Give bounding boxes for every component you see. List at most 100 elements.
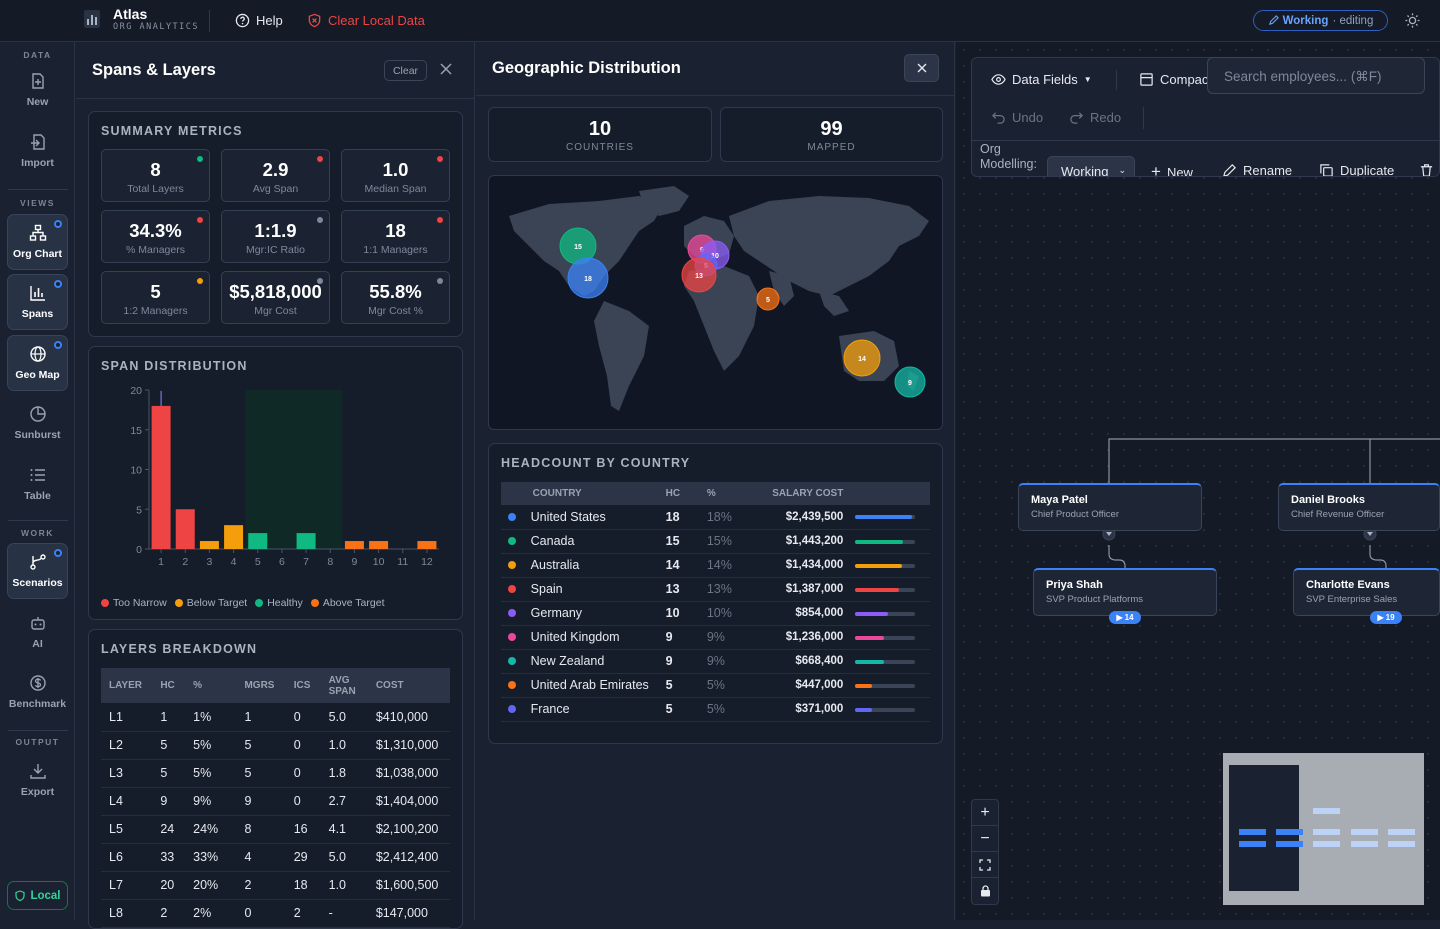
org-node[interactable]: Charlotte Evans SVP Enterprise Sales — [1293, 568, 1440, 616]
close-icon[interactable] — [439, 62, 453, 76]
table-row[interactable]: United States 18 18% $2,439,500 — [501, 505, 930, 530]
rename-button[interactable]: Rename — [1222, 163, 1292, 176]
column-header[interactable]: ICS — [285, 668, 321, 703]
app-subtitle: ORG ANALYTICS — [113, 22, 200, 32]
cost-bar — [855, 587, 916, 592]
table-row[interactable]: New Zealand 9 9% $668,400 — [501, 649, 930, 674]
column-header[interactable]: MGRS — [236, 668, 286, 703]
expand-reports-badge[interactable]: ▶ 14 — [1109, 611, 1141, 624]
lock-button[interactable] — [972, 878, 998, 904]
download-icon — [29, 764, 46, 779]
nav-sunburst[interactable]: Sunburst — [7, 395, 68, 451]
table-row[interactable]: Germany 10 10% $854,000 — [501, 601, 930, 626]
clear-local-data-button[interactable]: Clear Local Data — [307, 13, 425, 28]
active-dot — [54, 341, 62, 349]
table-cell: 4.1 — [320, 815, 368, 844]
table-row[interactable]: United Arab Emirates 5 5% $447,000 — [501, 673, 930, 698]
table-row[interactable]: Australia 14 14% $1,434,000 — [501, 553, 930, 578]
geographic-panel: Geographic Distribution 10 COUNTRIES 99 … — [476, 42, 955, 920]
table-cell: 1.8 — [320, 759, 368, 788]
col-cost: SALARY COST — [745, 482, 844, 505]
column-header[interactable]: COST — [367, 668, 450, 703]
duplicate-button[interactable]: Duplicate — [1319, 163, 1394, 176]
map-bubble[interactable] — [567, 257, 609, 299]
cost-bar-fill — [855, 563, 903, 568]
new-scenario-button[interactable]: + New — [1151, 162, 1193, 176]
nav-new[interactable]: New — [7, 62, 68, 118]
headcount: 18 — [665, 505, 707, 530]
map-bubble[interactable] — [894, 366, 926, 398]
countries-value: 10 — [588, 118, 612, 140]
cost-bar-fill — [855, 659, 885, 664]
country-color-dot — [507, 657, 516, 665]
zoom-in-button[interactable]: + — [972, 800, 998, 826]
clear-button[interactable]: Clear — [384, 60, 427, 81]
expand-reports-badge[interactable]: ▶ 19 — [1370, 611, 1402, 624]
delete-button[interactable] — [1419, 163, 1434, 176]
map-bubble[interactable] — [756, 287, 780, 311]
nav-scenarios[interactable]: Scenarios — [7, 543, 68, 599]
sidebar: DATA New Import VIEWS Org Chart Spans Ge… — [0, 42, 75, 920]
map-bubble[interactable] — [681, 257, 717, 293]
headcount: 9 — [665, 625, 707, 650]
fit-view-button[interactable] — [972, 852, 998, 878]
column-header[interactable]: HC — [152, 668, 186, 703]
working-mode-pill[interactable]: Working · editing — [1253, 10, 1388, 31]
org-node[interactable]: Maya Patel Chief Product Officer — [1018, 483, 1202, 531]
table-row[interactable]: L1 1 1% 1 0 5.0 $410,000 — [101, 703, 450, 732]
close-button[interactable] — [904, 54, 939, 82]
undo-button[interactable]: Undo — [991, 110, 1043, 125]
nav-geo-map[interactable]: Geo Map — [7, 335, 68, 391]
table-row[interactable]: L8 2 2% 0 2- $147,000 — [101, 899, 450, 928]
column-header[interactable]: % — [185, 668, 237, 703]
table-row[interactable]: L7 20 20% 2 18 1.0 $1,600,500 — [101, 871, 450, 900]
nav-export[interactable]: Export — [7, 752, 68, 808]
local-storage-badge[interactable]: Local — [7, 881, 68, 910]
data-fields-dropdown[interactable]: Data Fields ▼ — [991, 72, 1092, 87]
country-color-dot — [507, 512, 516, 521]
theme-toggle-sun-icon[interactable] — [1404, 12, 1421, 29]
table-row[interactable]: L2 5 5% 5 0 1.0 $1,310,000 — [101, 731, 450, 760]
x-tick-label: 11 — [397, 556, 408, 568]
metric-tile: 1:1.9 Mgr:IC Ratio — [221, 210, 330, 263]
table-row[interactable]: Spain 13 13% $1,387,000 — [501, 577, 930, 602]
redo-button[interactable]: Redo — [1069, 110, 1121, 125]
help-button[interactable]: Help — [235, 13, 283, 28]
nav-table[interactable]: Table — [7, 456, 68, 512]
table-row[interactable]: L4 9 9% 9 0 2.7 $1,404,000 — [101, 787, 450, 816]
map-bubble[interactable] — [843, 339, 881, 377]
metric-label: Mgr:IC Ratio — [246, 244, 305, 256]
search-input[interactable]: Search employees... (⌘F) — [1207, 57, 1425, 94]
table-cell: 2 — [285, 899, 321, 928]
zoom-out-button[interactable]: − — [972, 826, 998, 852]
nav-ai[interactable]: AI — [7, 604, 68, 660]
nav-org-chart[interactable]: Org Chart — [7, 214, 68, 270]
summary-metrics-card: SUMMARY METRICS 8 Total Layers 2.9 Avg Span… — [88, 111, 463, 337]
table-row[interactable]: United Kingdom 9 9% $1,236,000 — [501, 625, 930, 650]
table-cell: - — [320, 899, 368, 928]
bubble-count: 15 — [574, 244, 582, 251]
table-row[interactable]: L5 24 24% 8 16 4.1 $2,100,200 — [101, 815, 450, 844]
org-canvas[interactable]: Data Fields ▼ Compact Undo Redo Org Mode… — [956, 42, 1440, 920]
legend-label: Below Target — [186, 597, 248, 609]
column-header[interactable]: LAYER — [101, 668, 153, 703]
table-cell: 5 — [236, 731, 286, 760]
column-header[interactable]: AVG SPAN — [320, 668, 368, 703]
nav-spans[interactable]: Spans — [7, 274, 68, 330]
table-row[interactable]: L3 5 5% 5 0 1.8 $1,038,000 — [101, 759, 450, 788]
compact-button[interactable]: Compact — [1139, 72, 1212, 87]
world-map[interactable]: 15189105135149 — [488, 175, 943, 430]
nav-benchmark[interactable]: Benchmark — [7, 664, 68, 720]
legend-item: Too Narrow — [101, 597, 167, 609]
modelling-select[interactable]: Working ⌄ — [1047, 156, 1135, 176]
table-row[interactable]: France 5 5% $371,000 — [501, 697, 930, 722]
bubble-count: 13 — [695, 273, 703, 280]
org-node[interactable]: Daniel Brooks Chief Revenue Officer — [1278, 483, 1440, 531]
metric-tile: 1.0 Median Span — [341, 149, 450, 202]
minimap[interactable] — [1223, 753, 1424, 905]
table-row[interactable]: L6 33 33% 4 29 5.0 $2,412,400 — [101, 843, 450, 872]
nav-import[interactable]: Import — [7, 123, 68, 179]
top-bar: Atlas ORG ANALYTICS Help Clear Local Dat… — [0, 0, 1440, 42]
table-row[interactable]: Canada 15 15% $1,443,200 — [501, 529, 930, 554]
org-node[interactable]: Priya Shah SVP Product Platforms — [1033, 568, 1217, 616]
